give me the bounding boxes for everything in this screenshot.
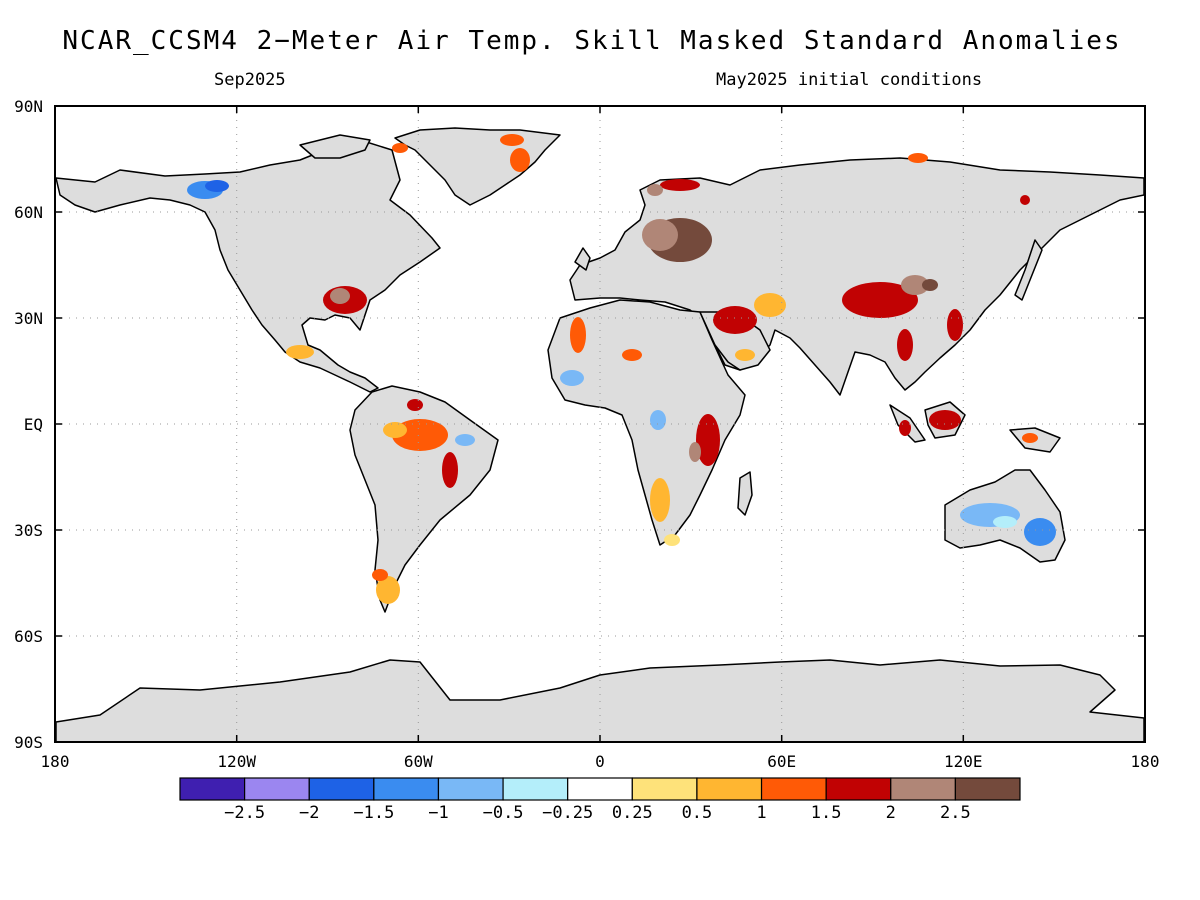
landmass-north-america	[55, 139, 441, 393]
anomaly-region	[929, 410, 961, 430]
colorbar-label: 2.5	[940, 803, 971, 823]
anomaly-region	[897, 329, 913, 361]
anomaly-shading	[187, 134, 1056, 604]
landmass-africa	[547, 299, 746, 546]
anomaly-region	[899, 420, 911, 436]
lon-label: 180	[41, 752, 70, 771]
anomaly-region	[908, 153, 928, 163]
anomaly-region	[330, 288, 350, 304]
anomaly-region	[1024, 518, 1056, 546]
lat-label: 30S	[14, 521, 43, 540]
colorbar-swatch	[502, 777, 569, 801]
anomaly-region	[713, 306, 757, 334]
anomaly-region	[570, 317, 586, 353]
anomaly-region	[442, 452, 458, 488]
colorbar-label: −1.5	[353, 803, 394, 823]
anomaly-region	[754, 293, 786, 317]
initial-conditions: May2025 initial conditions	[716, 70, 983, 90]
anomaly-region	[922, 279, 938, 291]
colorbar-label: 2	[886, 803, 896, 823]
lat-label: 30N	[14, 309, 43, 328]
anomaly-region	[664, 534, 680, 546]
colorbar-swatch	[890, 777, 956, 801]
lon-label: 180	[1131, 752, 1160, 771]
colorbar-swatch	[437, 777, 504, 801]
anomaly-region	[455, 434, 475, 446]
landmass-greenland	[394, 127, 561, 206]
colorbar-label: 0.25	[612, 803, 653, 823]
anomaly-region	[376, 576, 400, 604]
anomaly-region	[947, 309, 963, 341]
lat-label: 90N	[14, 97, 43, 116]
colorbar-label: −1	[428, 803, 448, 823]
colorbar-label: −0.5	[483, 803, 524, 823]
colorbar-swatch	[308, 777, 375, 801]
lon-label: 120E	[944, 752, 983, 771]
colorbar-label: −0.25	[542, 803, 593, 823]
lat-label: 60N	[14, 203, 43, 222]
landmass-madagascar	[737, 471, 753, 516]
anomaly-region	[372, 569, 388, 581]
landmass-japan	[1014, 239, 1043, 301]
anomaly-region	[500, 134, 524, 146]
colorbar	[179, 777, 1021, 801]
anomaly-region	[392, 143, 408, 153]
chart-title: NCAR_CCSM4 2−Meter Air Temp. Skill Maske…	[62, 26, 1122, 56]
anomaly-region	[642, 219, 678, 251]
colorbar-swatch	[567, 777, 633, 801]
anomaly-region	[1020, 195, 1030, 205]
anomaly-region	[510, 148, 530, 172]
lat-label: 90S	[14, 733, 43, 752]
lon-label: 60E	[767, 752, 796, 771]
anomaly-region	[735, 349, 755, 361]
anomaly-region	[560, 370, 584, 386]
anomaly-region	[622, 349, 642, 361]
lon-label: 0	[595, 752, 605, 771]
landmass-british-isles	[574, 247, 591, 271]
lat-label: 60S	[14, 627, 43, 646]
landmass-arctic-islands	[299, 134, 371, 159]
anomaly-region	[1022, 433, 1038, 443]
graticule	[55, 106, 1145, 742]
colorbar-label: 0.5	[682, 803, 713, 823]
anomaly-region	[689, 442, 701, 462]
colorbar-swatch	[825, 777, 892, 801]
colorbar-swatch	[373, 777, 440, 801]
anomaly-region	[660, 179, 700, 191]
colorbar-label: −2.5	[224, 803, 265, 823]
colorbar-swatch	[179, 777, 246, 801]
anomaly-region	[205, 180, 229, 192]
forecast-month: Sep2025	[214, 70, 286, 90]
anomaly-region	[407, 399, 423, 411]
lon-label: 120W	[217, 752, 256, 771]
anomaly-region	[696, 414, 720, 466]
anomaly-region	[650, 478, 670, 522]
anomaly-region	[901, 275, 929, 295]
anomaly-region	[647, 184, 663, 196]
anomaly-region	[842, 282, 918, 318]
anomaly-region	[993, 516, 1017, 528]
anomaly-region	[650, 410, 666, 430]
colorbar-swatch	[631, 777, 698, 801]
colorbar-label: 1	[756, 803, 766, 823]
anomaly-region	[383, 422, 407, 438]
colorbar-labels: −2.5 −2 −1.5 −1 −0.5 −0.25 0.25 0.5 1 1.5 2 2.5	[224, 803, 971, 823]
colorbar-label: −2	[299, 803, 319, 823]
colorbar-label: 1.5	[811, 803, 842, 823]
colorbar-swatch	[760, 777, 827, 801]
lat-label: EQ	[24, 415, 43, 434]
lon-label: 60W	[404, 752, 433, 771]
anomaly-region	[286, 345, 314, 359]
colorbar-swatch	[696, 777, 763, 801]
colorbar-swatch	[244, 777, 310, 801]
colorbar-swatch	[954, 777, 1021, 801]
